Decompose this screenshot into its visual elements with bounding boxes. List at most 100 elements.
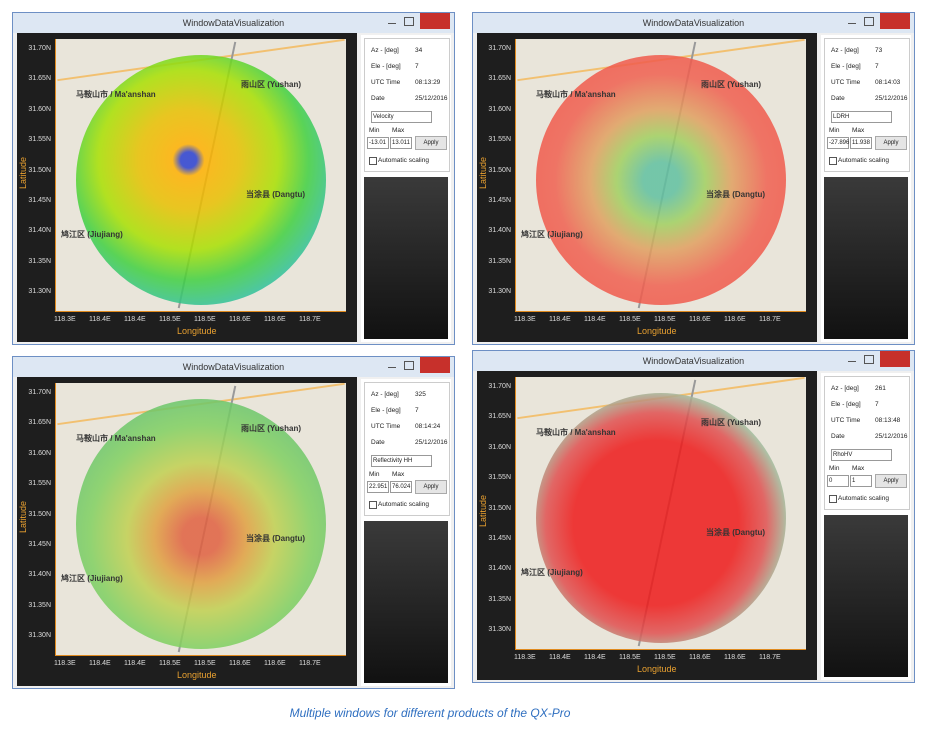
max-label: Max bbox=[392, 471, 405, 478]
lon-tick-label: 118.3E bbox=[514, 316, 536, 323]
apply-button[interactable]: Apply bbox=[875, 474, 907, 488]
field-value: 73 bbox=[875, 47, 883, 54]
min-label: Min bbox=[829, 465, 840, 472]
field-label: Az - [deg] bbox=[371, 47, 399, 54]
preview-box bbox=[364, 521, 448, 683]
product-dropdown[interactable]: Velocity bbox=[371, 111, 432, 123]
min-input[interactable]: 22.951 bbox=[367, 481, 389, 493]
min-input[interactable]: 0 bbox=[827, 475, 849, 487]
map-panel: 马鞍山市 / Ma'anshan 雨山区 (Yushan) 当涂县 (Dangtu)… bbox=[477, 33, 817, 342]
lon-tick-label: 118.6E bbox=[229, 660, 251, 667]
x-axis-label: Longitude bbox=[637, 326, 677, 336]
field-value: 25/12/2016 bbox=[875, 433, 908, 440]
close-button[interactable] bbox=[420, 13, 450, 29]
checkbox[interactable] bbox=[829, 157, 837, 165]
x-axis-label: Longitude bbox=[637, 664, 677, 674]
field-label: Ele - [deg] bbox=[831, 401, 861, 408]
map: 马鞍山市 / Ma'anshan 雨山区 (Yushan) 当涂县 (Dangtu)… bbox=[55, 39, 346, 312]
checkbox[interactable] bbox=[369, 157, 377, 165]
lat-tick-label: 31.50N bbox=[488, 166, 511, 174]
lon-tick-label: 118.6E bbox=[229, 316, 251, 323]
product-dropdown[interactable]: LDRH bbox=[831, 111, 892, 123]
lat-tick-label: 31.50N bbox=[488, 504, 511, 512]
max-input[interactable]: 76.024 bbox=[390, 481, 412, 493]
maximize-button[interactable] bbox=[864, 17, 874, 26]
checkbox-label: Automatic scaling bbox=[378, 501, 429, 508]
close-button[interactable] bbox=[880, 351, 910, 367]
lon-tick-label: 118.5E bbox=[619, 654, 641, 661]
lat-tick-label: 31.35N bbox=[28, 601, 51, 609]
minimize-button[interactable] bbox=[388, 367, 396, 368]
lon-tick-label: 118.5E bbox=[619, 316, 641, 323]
lat-tick-label: 31.35N bbox=[488, 595, 511, 603]
checkbox-label: Automatic scaling bbox=[838, 495, 889, 502]
lon-tick-label: 118.4E bbox=[584, 316, 606, 323]
lon-tick-label: 118.4E bbox=[549, 316, 571, 323]
map-label: 马鞍山市 / Ma'anshan bbox=[76, 90, 156, 99]
checkbox[interactable] bbox=[829, 495, 837, 503]
field-value: 261 bbox=[875, 385, 886, 392]
minimize-button[interactable] bbox=[388, 23, 396, 24]
map-label: 当涂县 (Dangtu) bbox=[246, 534, 306, 543]
maximize-button[interactable] bbox=[404, 17, 414, 26]
field-label: Az - [deg] bbox=[831, 385, 859, 392]
map-label: 鸠江区 (Jiujiang) bbox=[61, 574, 123, 583]
field-value: 25/12/2016 bbox=[415, 95, 448, 102]
lat-tick-label: 31.60N bbox=[488, 443, 511, 451]
side-panel: Az - [deg] 325 Ele - [deg] 7 UTC Time 08:14:2… bbox=[361, 379, 451, 686]
map-label: 当涂县 (Dangtu) bbox=[706, 528, 766, 537]
lon-tick-label: 118.4E bbox=[584, 654, 606, 661]
map-panel: 马鞍山市 / Ma'anshan 雨山区 (Yushan) 当涂县 (Dangtu)… bbox=[17, 33, 357, 342]
window: WindowDataVisualization 马鞍山市 / Ma'anshan 雨… bbox=[472, 12, 915, 345]
lon-tick-label: 118.4E bbox=[549, 654, 571, 661]
field-value: 7 bbox=[415, 407, 419, 414]
lon-tick-label: 118.6E bbox=[724, 654, 746, 661]
lat-tick-label: 31.45N bbox=[488, 197, 511, 204]
map-label: 雨山区 (Yushan) bbox=[701, 80, 762, 89]
field-value: 7 bbox=[415, 63, 419, 70]
lon-tick-label: 118.7E bbox=[759, 316, 781, 323]
lat-tick-label: 31.55N bbox=[488, 136, 511, 144]
minimize-button[interactable] bbox=[848, 23, 856, 24]
title-bar: WindowDataVisualization bbox=[13, 357, 454, 377]
lat-tick-label: 31.55N bbox=[28, 136, 51, 144]
min-input[interactable]: -13.01 bbox=[367, 137, 389, 149]
lon-tick-label: 118.7E bbox=[759, 654, 781, 661]
map-panel: 马鞍山市 / Ma'anshan 雨山区 (Yushan) 当涂县 (Dangtu)… bbox=[17, 377, 357, 686]
apply-button[interactable]: Apply bbox=[415, 480, 447, 494]
product-dropdown[interactable]: Reflectivity HH bbox=[371, 455, 432, 467]
max-input[interactable]: 11.938 bbox=[850, 137, 872, 149]
minimize-button[interactable] bbox=[848, 361, 856, 362]
window: WindowDataVisualization 马鞍山市 / Ma'anshan 雨… bbox=[12, 356, 455, 689]
min-label: Min bbox=[369, 127, 380, 134]
max-input[interactable]: 13.011 bbox=[390, 137, 412, 149]
field-value: 34 bbox=[415, 47, 423, 54]
field-label: Az - [deg] bbox=[831, 47, 859, 54]
lon-tick-label: 118.5E bbox=[654, 316, 676, 323]
lat-tick-label: 31.60N bbox=[488, 105, 511, 113]
min-input[interactable]: -27.896 bbox=[827, 137, 849, 149]
lat-tick-label: 31.50N bbox=[28, 166, 51, 174]
maximize-button[interactable] bbox=[404, 361, 414, 370]
preview-box bbox=[364, 177, 448, 339]
title-bar: WindowDataVisualization bbox=[473, 351, 914, 371]
map-label: 马鞍山市 / Ma'anshan bbox=[76, 434, 156, 443]
max-input[interactable]: 1 bbox=[850, 475, 872, 487]
apply-button[interactable]: Apply bbox=[875, 136, 907, 150]
lat-tick-label: 31.45N bbox=[28, 541, 51, 548]
close-button[interactable] bbox=[420, 357, 450, 373]
product-dropdown[interactable]: RhoHV bbox=[831, 449, 892, 461]
info-box: Az - [deg] 34 Ele - [deg] 7 UTC Time 08:13:29… bbox=[364, 38, 450, 172]
lon-tick-label: 118.5E bbox=[159, 316, 181, 323]
checkbox[interactable] bbox=[369, 501, 377, 509]
close-button[interactable] bbox=[880, 13, 910, 29]
side-panel: Az - [deg] 73 Ele - [deg] 7 UTC Time 08:14:03… bbox=[821, 35, 911, 342]
lat-tick-label: 31.30N bbox=[488, 626, 511, 634]
field-label: Ele - [deg] bbox=[831, 63, 861, 70]
y-axis-label: Latitude bbox=[478, 156, 489, 190]
lat-tick-label: 31.45N bbox=[28, 197, 51, 204]
apply-button[interactable]: Apply bbox=[415, 136, 447, 150]
max-label: Max bbox=[392, 127, 405, 134]
maximize-button[interactable] bbox=[864, 355, 874, 364]
